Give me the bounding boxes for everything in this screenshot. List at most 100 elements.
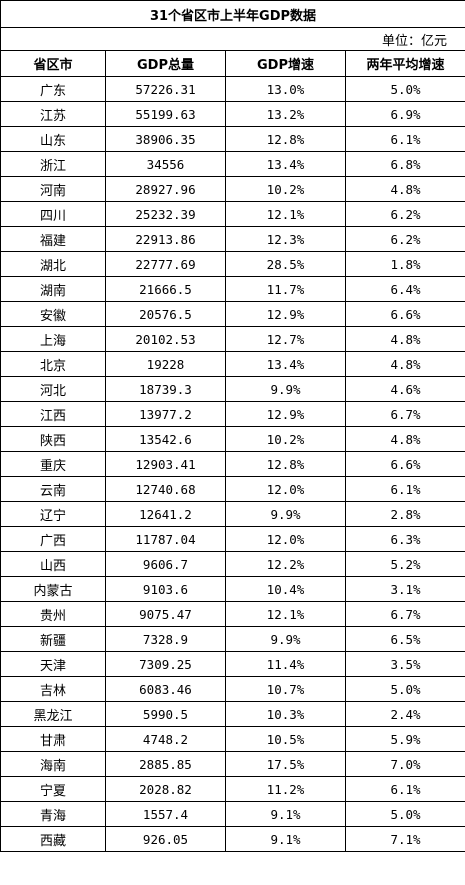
gdp-total-cell: 7309.25	[105, 651, 226, 677]
gdp-total-cell: 13977.2	[105, 401, 226, 427]
two-year-avg-cell: 6.2%	[344, 201, 465, 227]
gdp-growth-cell: 10.7%	[225, 676, 346, 702]
region-cell: 西藏	[0, 826, 106, 852]
table-row: 陕西 13542.6 10.2% 4.8%	[0, 426, 465, 452]
region-cell: 福建	[0, 226, 106, 252]
gdp-growth-cell: 10.5%	[225, 726, 346, 752]
region-cell: 河北	[0, 376, 106, 402]
gdp-total-cell: 22777.69	[105, 251, 226, 277]
gdp-total-cell: 12903.41	[105, 451, 226, 477]
two-year-avg-cell: 7.0%	[344, 751, 465, 777]
column-header-region: 省区市	[0, 50, 106, 77]
gdp-total-cell: 4748.2	[105, 726, 226, 752]
region-cell: 黑龙江	[0, 701, 106, 727]
gdp-total-cell: 2028.82	[105, 776, 226, 802]
region-cell: 广西	[0, 526, 106, 552]
gdp-total-cell: 7328.9	[105, 626, 226, 652]
two-year-avg-cell: 6.6%	[344, 451, 465, 477]
table-row: 浙江 34556 13.4% 6.8%	[0, 151, 465, 177]
region-cell: 广东	[0, 76, 106, 102]
gdp-total-cell: 38906.35	[105, 126, 226, 152]
gdp-growth-cell: 28.5%	[225, 251, 346, 277]
column-header-two-year-avg: 两年平均增速	[344, 50, 465, 77]
two-year-avg-cell: 6.3%	[344, 526, 465, 552]
gdp-total-cell: 55199.63	[105, 101, 226, 127]
gdp-total-cell: 22913.86	[105, 226, 226, 252]
two-year-avg-cell: 4.8%	[344, 351, 465, 377]
gdp-total-cell: 57226.31	[105, 76, 226, 102]
gdp-total-cell: 2885.85	[105, 751, 226, 777]
gdp-total-cell: 21666.5	[105, 276, 226, 302]
gdp-growth-cell: 9.9%	[225, 501, 346, 527]
gdp-total-cell: 12740.68	[105, 476, 226, 502]
two-year-avg-cell: 2.4%	[344, 701, 465, 727]
gdp-growth-cell: 13.2%	[225, 101, 346, 127]
gdp-growth-cell: 12.1%	[225, 601, 346, 627]
gdp-growth-cell: 12.8%	[225, 451, 346, 477]
region-cell: 云南	[0, 476, 106, 502]
table-row: 湖北 22777.69 28.5% 1.8%	[0, 251, 465, 277]
region-cell: 山西	[0, 551, 106, 577]
two-year-avg-cell: 6.4%	[344, 276, 465, 302]
table-row: 北京 19228 13.4% 4.8%	[0, 351, 465, 377]
two-year-avg-cell: 5.2%	[344, 551, 465, 577]
region-cell: 陕西	[0, 426, 106, 452]
gdp-total-cell: 9075.47	[105, 601, 226, 627]
gdp-growth-cell: 9.9%	[225, 376, 346, 402]
region-cell: 浙江	[0, 151, 106, 177]
gdp-growth-cell: 13.4%	[225, 151, 346, 177]
region-cell: 安徽	[0, 301, 106, 327]
region-cell: 辽宁	[0, 501, 106, 527]
gdp-growth-cell: 12.0%	[225, 476, 346, 502]
table-row: 辽宁 12641.2 9.9% 2.8%	[0, 501, 465, 527]
two-year-avg-cell: 6.1%	[344, 126, 465, 152]
two-year-avg-cell: 2.8%	[344, 501, 465, 527]
region-cell: 湖南	[0, 276, 106, 302]
table-row: 新疆 7328.9 9.9% 6.5%	[0, 626, 465, 652]
table-row: 天津 7309.25 11.4% 3.5%	[0, 651, 465, 677]
gdp-total-cell: 20102.53	[105, 326, 226, 352]
two-year-avg-cell: 5.0%	[344, 801, 465, 827]
region-cell: 甘肃	[0, 726, 106, 752]
gdp-total-cell: 9606.7	[105, 551, 226, 577]
table-row: 上海 20102.53 12.7% 4.8%	[0, 326, 465, 352]
two-year-avg-cell: 4.8%	[344, 426, 465, 452]
table-row: 海南 2885.85 17.5% 7.0%	[0, 751, 465, 777]
region-cell: 北京	[0, 351, 106, 377]
two-year-avg-cell: 7.1%	[344, 826, 465, 852]
table-row: 西藏 926.05 9.1% 7.1%	[0, 826, 465, 852]
region-cell: 河南	[0, 176, 106, 202]
two-year-avg-cell: 6.2%	[344, 226, 465, 252]
region-cell: 四川	[0, 201, 106, 227]
title-row: 31个省区市上半年GDP数据	[0, 0, 465, 28]
two-year-avg-cell: 5.0%	[344, 76, 465, 102]
region-cell: 重庆	[0, 451, 106, 477]
region-cell: 海南	[0, 751, 106, 777]
unit-row: 单位：亿元	[0, 27, 465, 51]
gdp-total-cell: 12641.2	[105, 501, 226, 527]
table-row: 江西 13977.2 12.9% 6.7%	[0, 401, 465, 427]
table-row: 山东 38906.35 12.8% 6.1%	[0, 126, 465, 152]
column-header-gdp-total: GDP总量	[105, 50, 226, 77]
gdp-growth-cell: 10.2%	[225, 176, 346, 202]
gdp-growth-cell: 12.0%	[225, 526, 346, 552]
table-row: 黑龙江 5990.5 10.3% 2.4%	[0, 701, 465, 727]
gdp-growth-cell: 13.4%	[225, 351, 346, 377]
region-cell: 新疆	[0, 626, 106, 652]
table-row: 河南 28927.96 10.2% 4.8%	[0, 176, 465, 202]
gdp-growth-cell: 10.3%	[225, 701, 346, 727]
two-year-avg-cell: 4.8%	[344, 176, 465, 202]
gdp-growth-cell: 12.3%	[225, 226, 346, 252]
table-row: 湖南 21666.5 11.7% 6.4%	[0, 276, 465, 302]
gdp-total-cell: 926.05	[105, 826, 226, 852]
gdp-total-cell: 1557.4	[105, 801, 226, 827]
two-year-avg-cell: 6.1%	[344, 476, 465, 502]
region-cell: 青海	[0, 801, 106, 827]
gdp-growth-cell: 11.4%	[225, 651, 346, 677]
two-year-avg-cell: 5.9%	[344, 726, 465, 752]
table-row: 广西 11787.04 12.0% 6.3%	[0, 526, 465, 552]
gdp-growth-cell: 12.9%	[225, 401, 346, 427]
table-row: 安徽 20576.5 12.9% 6.6%	[0, 301, 465, 327]
region-cell: 江苏	[0, 101, 106, 127]
gdp-total-cell: 20576.5	[105, 301, 226, 327]
